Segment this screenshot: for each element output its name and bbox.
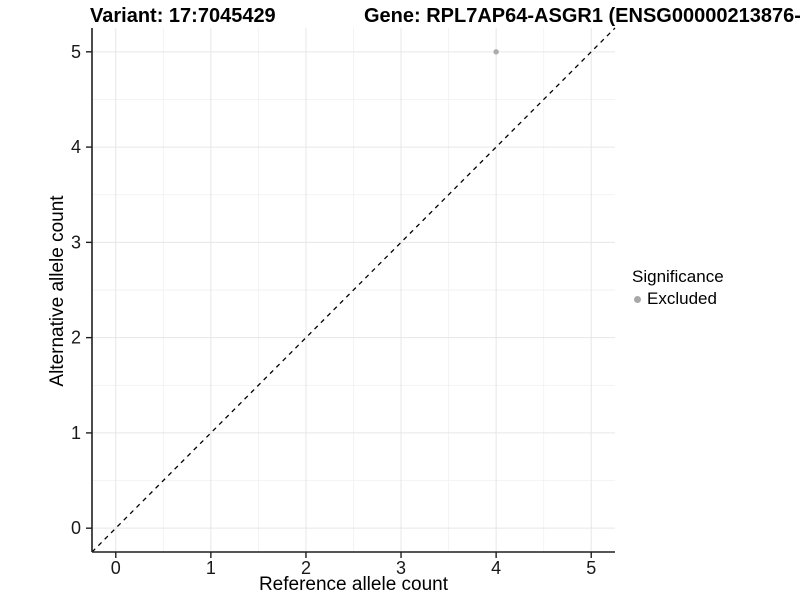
y-tick-label: 0 (71, 518, 81, 538)
x-tick-label: 4 (491, 558, 501, 578)
legend-item-excluded: Excluded (632, 288, 724, 310)
y-axis-title: Alternative allele count (47, 195, 68, 387)
variant-title: Variant: 17:7045429 (90, 5, 276, 27)
legend-item-label: Excluded (647, 289, 717, 308)
y-tick-label: 3 (71, 232, 81, 252)
y-tick-label: 2 (71, 328, 81, 348)
x-tick-label: 2 (301, 558, 311, 578)
x-tick-label: 3 (396, 558, 406, 578)
y-tick-label: 4 (71, 137, 81, 157)
legend-title: Significance (632, 267, 724, 286)
excluded-point-icon (634, 295, 641, 303)
y-tick-label: 1 (71, 423, 81, 443)
x-tick-label: 1 (206, 558, 216, 578)
identity-reference-line (91, 27, 616, 553)
legend: Significance Excluded (632, 266, 724, 310)
data-point (493, 49, 499, 55)
x-tick-label: 0 (111, 558, 121, 578)
y-tick-label: 5 (71, 42, 81, 62)
gene-title: Gene: RPL7AP64-ASGR1 (ENSG00000213876-E (364, 5, 800, 27)
x-tick-label: 5 (586, 558, 596, 578)
x-axis-title: Reference allele count (258, 574, 449, 595)
